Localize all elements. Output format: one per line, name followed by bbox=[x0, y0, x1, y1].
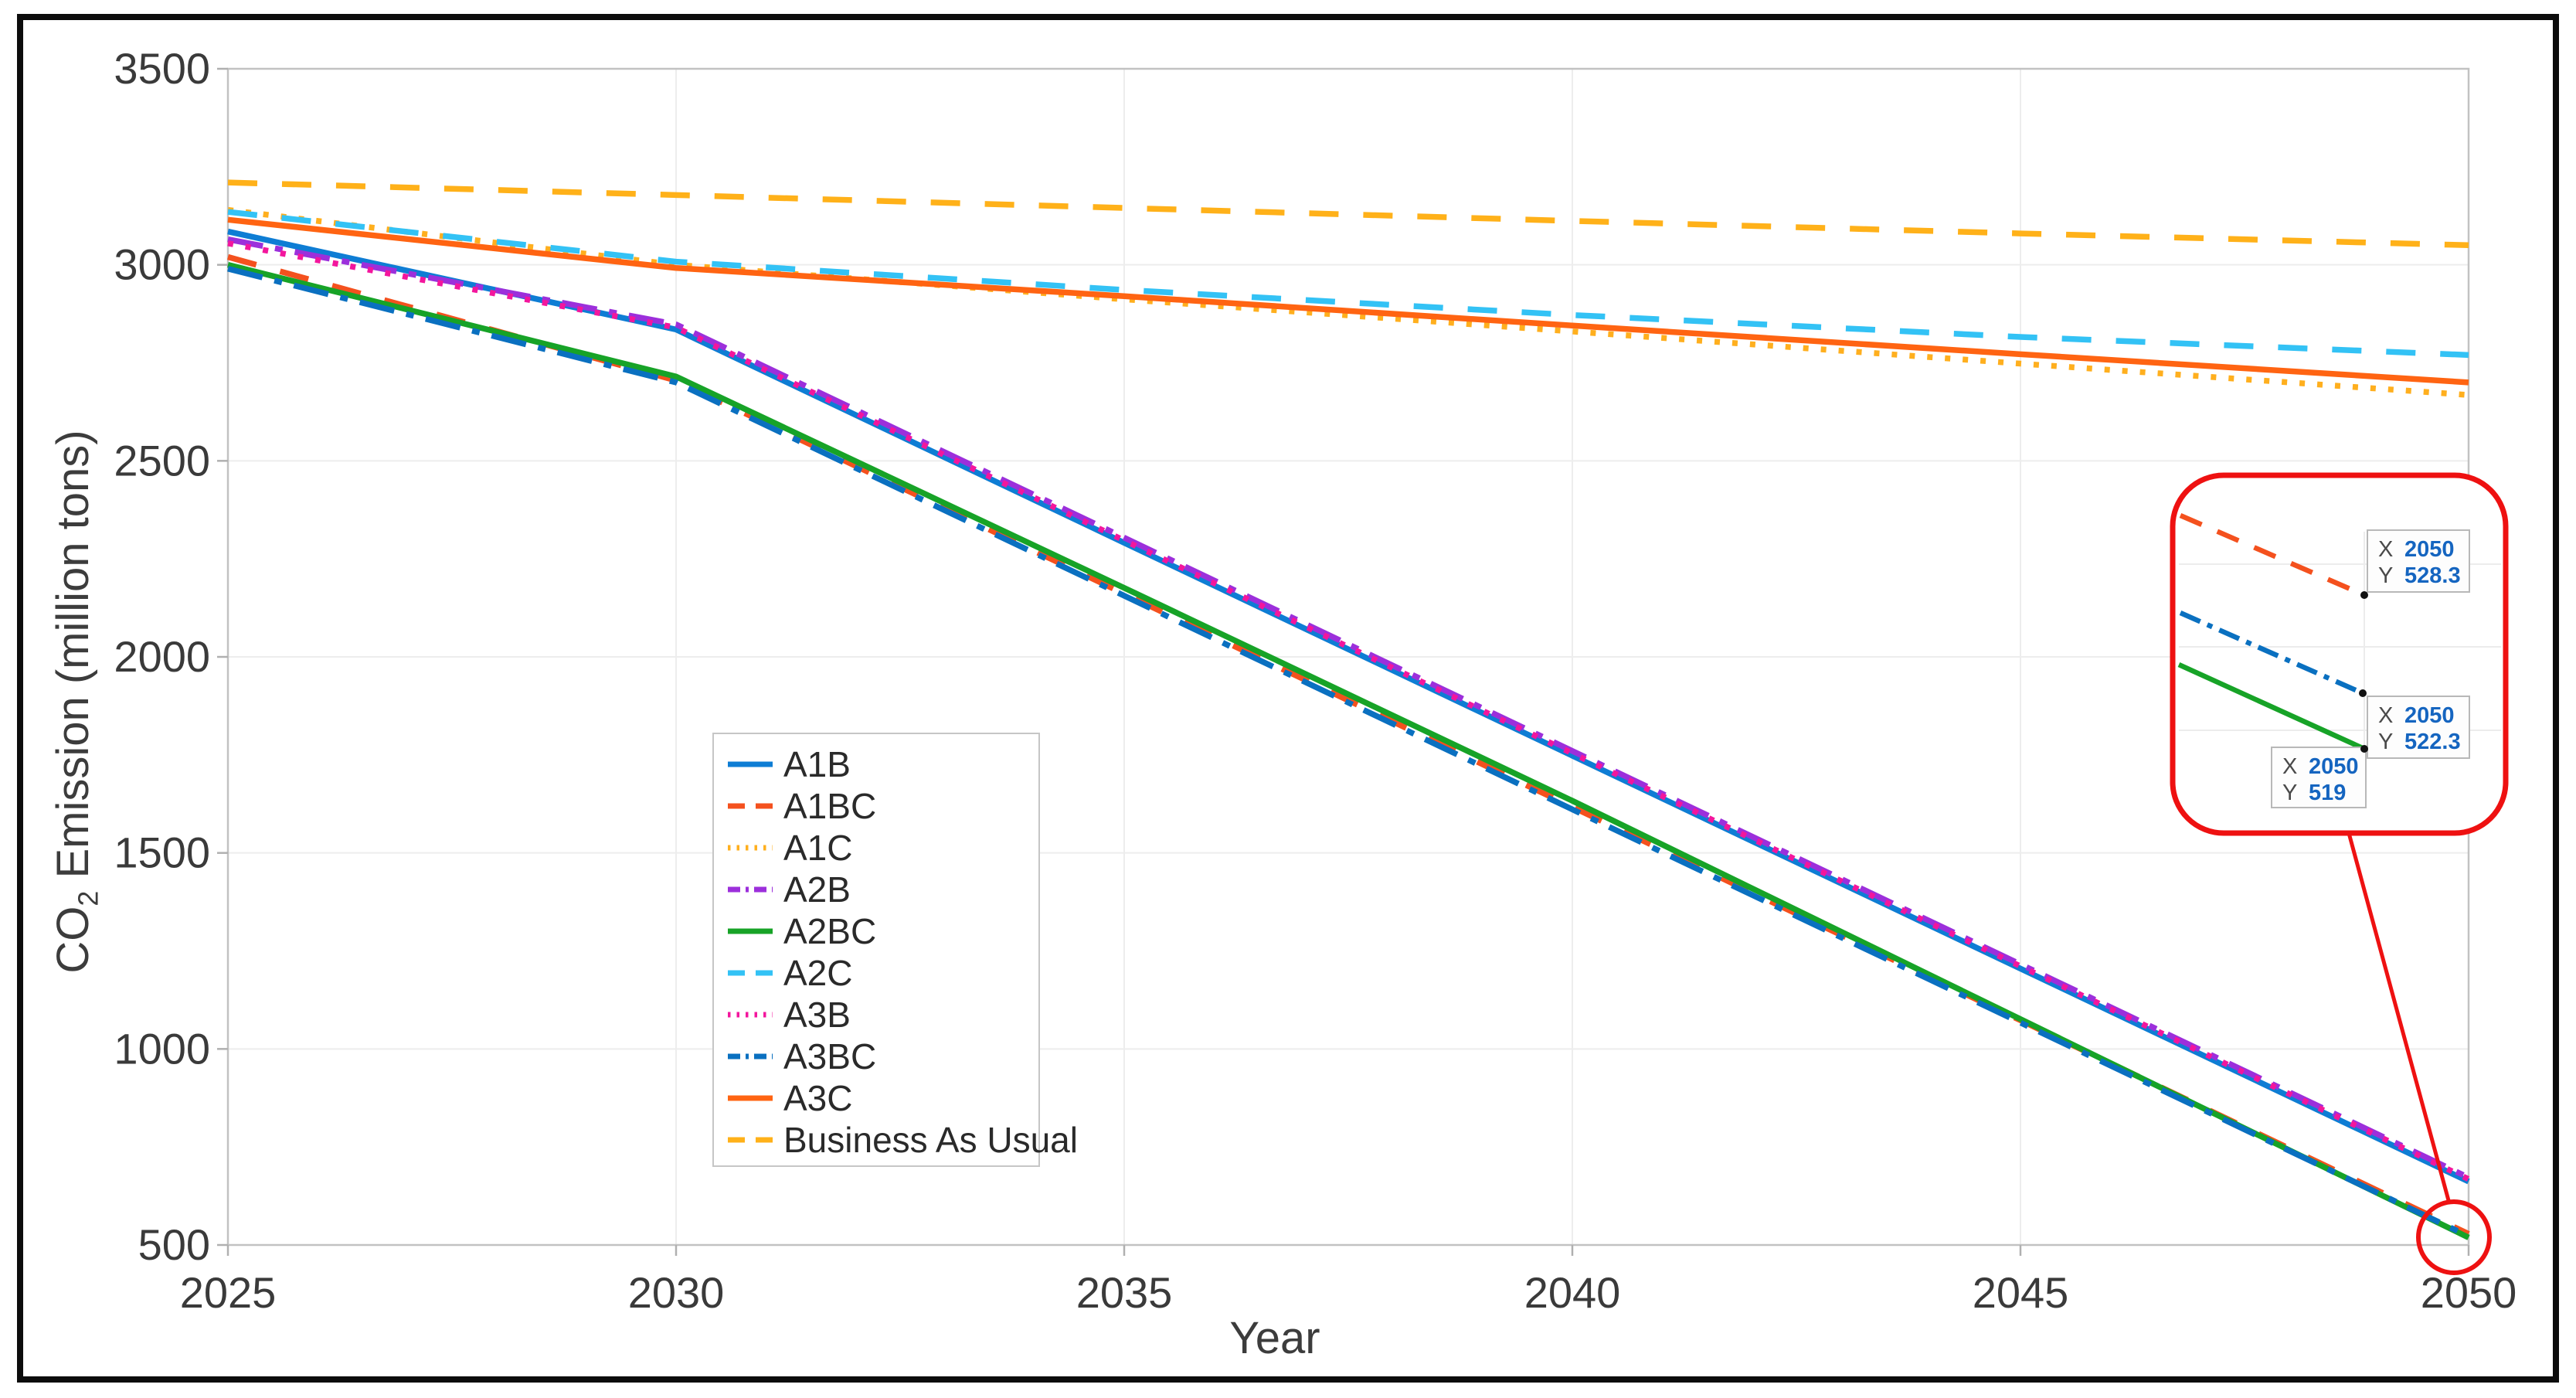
legend-line-swatch bbox=[728, 803, 773, 809]
y-axis-title-text: Emission (million tons) bbox=[48, 430, 98, 891]
datatip-box bbox=[2367, 696, 2470, 759]
series-line-a3c bbox=[227, 216, 2469, 386]
legend-item-a2b: A2B bbox=[728, 869, 1038, 910]
datatip-x-value: 2050 bbox=[2404, 703, 2455, 728]
y-axis-title-subscript: 2 bbox=[72, 890, 104, 906]
datatip-y-row: Y bbox=[2378, 563, 2393, 588]
legend-label: Business As Usual bbox=[783, 1120, 1078, 1160]
y-tick-label-3000: 3000 bbox=[114, 240, 210, 289]
datatip-a3bc: X 2050 Y 522.3 bbox=[2367, 696, 2470, 759]
legend-item-a1b: A1B bbox=[728, 743, 1038, 785]
legend: A1B A1BC A1C A2B A2BC A2C A3B A3BC A3C Business A… bbox=[712, 733, 1078, 1167]
y-tick-label-1000: 1000 bbox=[114, 1024, 210, 1073]
x-tick-label-2045: 2045 bbox=[1973, 1268, 2069, 1317]
legend-label: A3C bbox=[783, 1078, 853, 1118]
y-tick-label-3500: 3500 bbox=[114, 44, 210, 93]
y-tick-label-500: 500 bbox=[138, 1220, 210, 1269]
legend-item-business-as-usual: Business As Usual bbox=[728, 1119, 1078, 1161]
y-tick-label-2000: 2000 bbox=[114, 632, 210, 681]
series-line-a2c bbox=[227, 209, 2469, 359]
legend-item-a1bc: A1BC bbox=[728, 785, 1038, 827]
legend-line-swatch bbox=[728, 970, 773, 976]
datatip-y-value: 528.3 bbox=[2404, 563, 2461, 588]
legend-line-swatch bbox=[728, 928, 773, 934]
x-axis-title: Year bbox=[1229, 1313, 1320, 1363]
legend-label: A2BC bbox=[783, 911, 877, 951]
series-line-a3b bbox=[227, 240, 2470, 1182]
endpoint-highlight-circle bbox=[2416, 1199, 2492, 1275]
datatip-y-value: 519 bbox=[2309, 781, 2346, 805]
inset-series-a2bc bbox=[2177, 662, 2366, 751]
legend-item-a3c: A3C bbox=[728, 1077, 1038, 1119]
legend-line-swatch bbox=[728, 886, 773, 893]
x-tick-label-2030: 2030 bbox=[628, 1268, 725, 1317]
series-line-a1c bbox=[227, 206, 2469, 398]
legend-line-swatch bbox=[728, 761, 773, 767]
legend-item-a2c: A2C bbox=[728, 952, 1038, 994]
legend-line-swatch bbox=[728, 1012, 773, 1018]
series-line-business-as-usual bbox=[227, 179, 2469, 249]
legend-line-swatch bbox=[728, 1137, 773, 1143]
legend-item-a1c: A1C bbox=[728, 827, 1038, 869]
legend-item-a3b: A3B bbox=[728, 994, 1038, 1036]
x-tick-label-2035: 2035 bbox=[1076, 1268, 1173, 1317]
figure-border bbox=[17, 14, 2559, 1383]
datatip-a1bc: X 2050 Y 528.3 bbox=[2367, 529, 2470, 593]
y-tick-label-2500: 2500 bbox=[114, 436, 210, 485]
datatip-x-row: X bbox=[2378, 537, 2393, 562]
legend-label: A2B bbox=[783, 869, 851, 910]
datatip-y-value: 522.3 bbox=[2404, 730, 2461, 754]
inset-series-a1bc bbox=[2179, 513, 2366, 597]
y-tick-label-1500: 1500 bbox=[114, 828, 210, 877]
legend-line-swatch bbox=[728, 1053, 773, 1060]
legend-item-a3bc: A3BC bbox=[728, 1036, 1038, 1077]
series-line-a2b bbox=[227, 236, 2470, 1181]
legend-label: A1B bbox=[783, 744, 851, 784]
series-line-a3bc bbox=[227, 266, 2470, 1240]
series-line-a1bc bbox=[227, 253, 2470, 1237]
series-line-a2bc bbox=[227, 262, 2470, 1240]
legend-label: A3B bbox=[783, 995, 851, 1035]
datatip-y-row: Y bbox=[2378, 730, 2393, 754]
legend-label: A1C bbox=[783, 828, 853, 868]
datatip-marker-0 bbox=[2360, 591, 2368, 599]
inset-series-a3bc bbox=[2179, 611, 2364, 696]
magnifier-connector-line bbox=[2347, 832, 2452, 1204]
datatip-x-row: X bbox=[2282, 754, 2297, 779]
x-tick-label-2050: 2050 bbox=[2421, 1268, 2517, 1317]
datatip-x-value: 2050 bbox=[2309, 754, 2359, 779]
datatip-x-value: 2050 bbox=[2404, 537, 2455, 562]
y-axis-title-text: CO bbox=[48, 906, 98, 974]
legend-label: A2C bbox=[783, 953, 853, 993]
datatip-marker-2 bbox=[2360, 745, 2368, 753]
datatip-y-row: Y bbox=[2282, 781, 2297, 805]
magnifier-inset-border bbox=[2170, 472, 2509, 836]
legend-label: A3BC bbox=[783, 1036, 877, 1077]
x-tick-label-2040: 2040 bbox=[1524, 1268, 1621, 1317]
x-tick-label-2025: 2025 bbox=[180, 1268, 277, 1317]
legend-item-a2bc: A2BC bbox=[728, 910, 1038, 952]
datatip-box bbox=[2367, 529, 2470, 593]
legend-line-swatch bbox=[728, 845, 773, 851]
legend-label: A1BC bbox=[783, 786, 877, 826]
legend-line-swatch bbox=[728, 1095, 773, 1101]
datatip-marker-1 bbox=[2359, 689, 2367, 697]
series-line-a1b bbox=[227, 228, 2470, 1185]
datatip-box bbox=[2271, 747, 2367, 808]
datatip-a2bc: X 2050 Y 519 bbox=[2271, 747, 2367, 808]
y-axis-title: CO2 Emission (million tons) bbox=[46, 238, 104, 1165]
datatip-x-row: X bbox=[2378, 703, 2393, 728]
